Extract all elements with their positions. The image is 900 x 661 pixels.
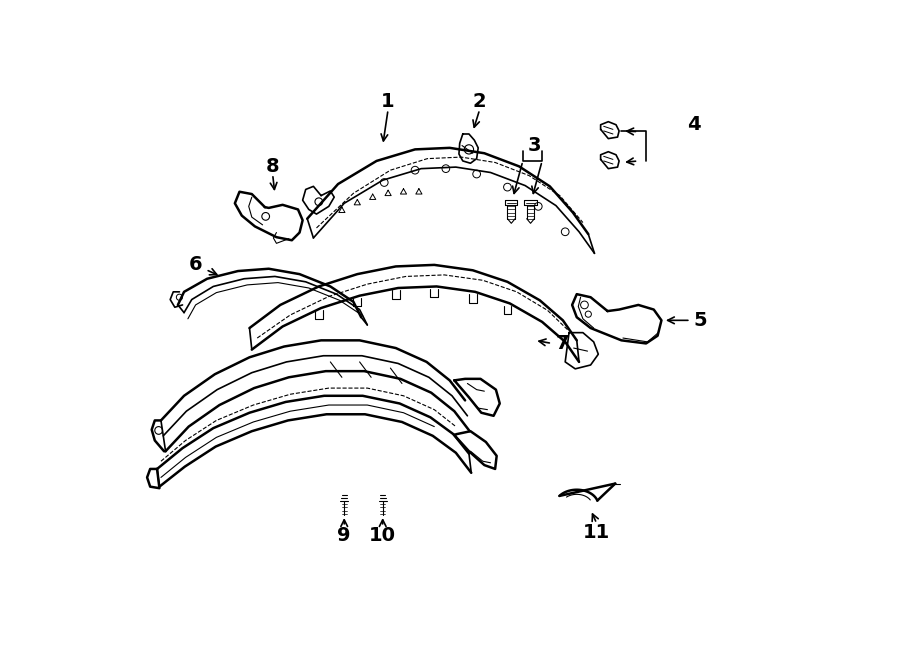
Text: 10: 10 [369, 526, 396, 545]
Text: 1: 1 [382, 92, 395, 111]
Text: 4: 4 [687, 115, 700, 134]
Text: 2: 2 [472, 92, 487, 111]
Text: 7: 7 [556, 334, 570, 353]
Text: 11: 11 [583, 524, 610, 542]
Text: 9: 9 [338, 526, 351, 545]
Text: 3: 3 [527, 136, 541, 155]
Text: 5: 5 [693, 311, 706, 330]
Text: 6: 6 [189, 255, 202, 274]
Text: 8: 8 [266, 157, 279, 176]
